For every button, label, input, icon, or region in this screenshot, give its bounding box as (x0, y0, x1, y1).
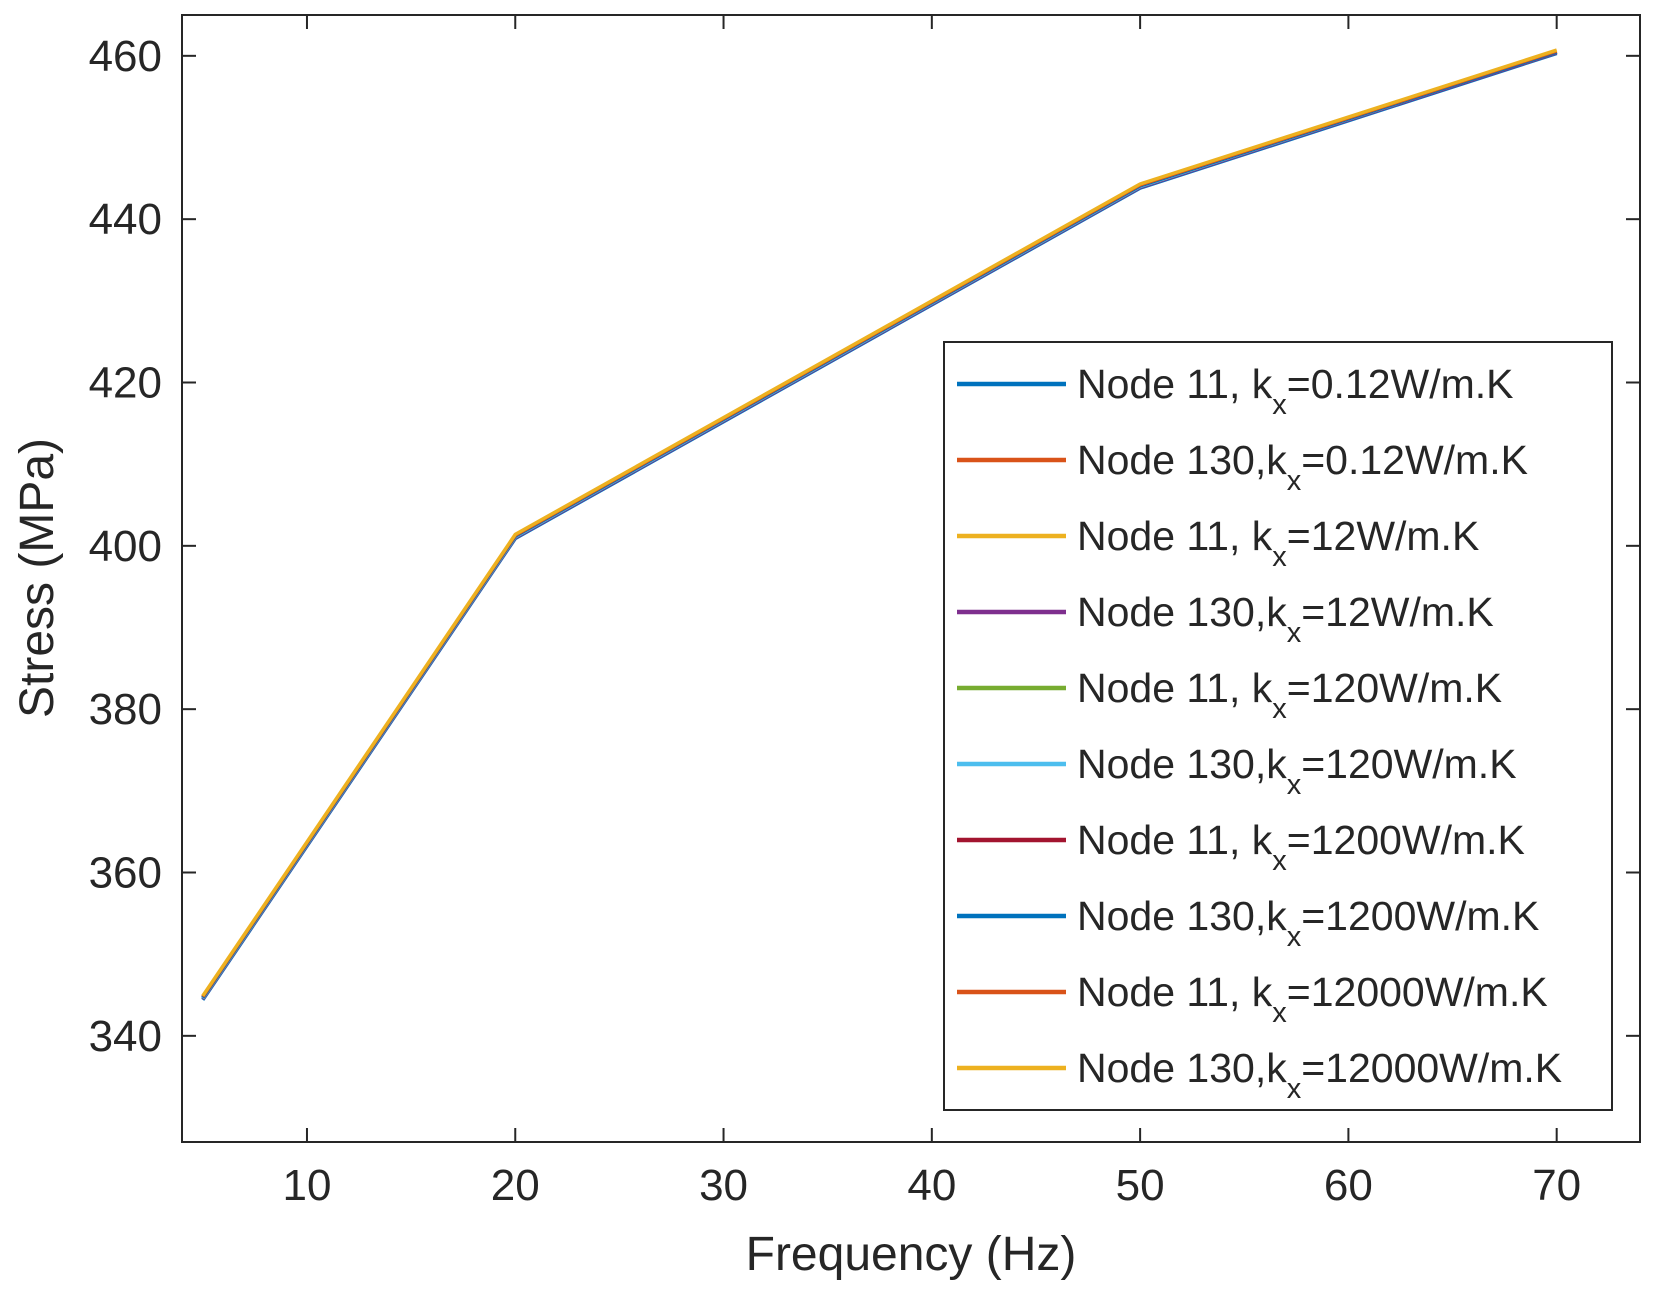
y-tick-label: 460 (89, 32, 162, 81)
x-axis-title: Frequency (Hz) (746, 1228, 1077, 1281)
series-layer (201, 48, 1558, 1001)
legend-label-6: Node 130,kx=120W/m.K (1077, 741, 1517, 801)
y-tick-label: 440 (89, 195, 162, 244)
y-tick-label: 400 (89, 522, 162, 571)
legend-label-2: Node 130,kx=0.12W/m.K (1077, 437, 1528, 497)
y-axis-title: Stress (MPa) (11, 438, 64, 718)
legend-label-7: Node 11, kx=1200W/m.K (1077, 817, 1525, 877)
y-tick-label: 360 (89, 849, 162, 898)
legend-label-1: Node 11, kx=0.12W/m.K (1077, 361, 1514, 421)
x-tick-label: 50 (1116, 1161, 1165, 1210)
legend-label-3: Node 11, kx=12W/m.K (1077, 513, 1479, 573)
y-tick-label: 340 (89, 1012, 162, 1061)
legend-label-9: Node 11, kx=12000W/m.K (1077, 969, 1548, 1029)
y-tick-label: 420 (89, 359, 162, 408)
x-tick-label: 10 (282, 1161, 331, 1210)
legend-label-10: Node 130,kx=12000W/m.K (1077, 1045, 1562, 1105)
legend-label-4: Node 130,kx=12W/m.K (1077, 589, 1494, 649)
legend-box (943, 341, 1613, 1111)
x-tick-label: 40 (907, 1161, 956, 1210)
x-tick-label: 70 (1532, 1161, 1581, 1210)
x-tick-label: 20 (491, 1161, 540, 1210)
legend-label-5: Node 11, kx=120W/m.K (1077, 665, 1502, 725)
legend-label-8: Node 130,kx=1200W/m.K (1077, 893, 1539, 953)
series-line-10 (201, 48, 1558, 997)
x-tick-label: 60 (1324, 1161, 1373, 1210)
plot-area-frame (181, 14, 1641, 1143)
y-tick-label: 380 (89, 685, 162, 734)
legend: Node 11, kx=0.12W/m.K Node 130,kx=0.12W/m… (943, 341, 1613, 1111)
x-tick-label: 30 (699, 1161, 748, 1210)
ticks-layer: 10 20 30 40 50 60 70 340 360 380 400 420 440 460 (89, 15, 1640, 1210)
